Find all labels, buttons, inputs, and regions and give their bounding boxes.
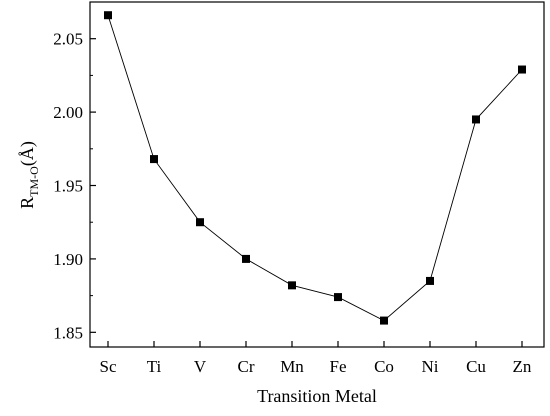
y-axis-title: RTM-O(Å) — [17, 141, 41, 209]
x-tick-label: Sc — [100, 357, 117, 376]
data-point — [472, 115, 480, 124]
x-tick-label: Fe — [330, 357, 347, 376]
data-point — [150, 155, 158, 164]
x-tick-label: Zn — [513, 357, 532, 376]
x-tick-label: Cu — [466, 357, 486, 376]
y-tick-label: 2.00 — [53, 103, 83, 122]
y-axis-title-main: R — [17, 197, 37, 209]
data-point — [104, 11, 112, 20]
data-point — [242, 254, 250, 263]
data-point — [334, 293, 342, 302]
x-tick-label: Ni — [422, 357, 439, 376]
y-tick-label: 2.05 — [53, 30, 83, 49]
data-point — [518, 65, 526, 74]
x-tick-label: Cr — [238, 357, 255, 376]
x-tick-label: Co — [374, 357, 394, 376]
series-line — [107, 15, 523, 322]
x-tick-label: Mn — [280, 357, 304, 376]
y-tick-label: 1.90 — [53, 250, 83, 269]
x-tick-label: V — [194, 357, 207, 376]
data-point — [426, 276, 434, 285]
y-tick-label: 1.95 — [53, 177, 83, 196]
y-axis-title-suffix: (Å) — [17, 141, 38, 166]
x-tick-label: Ti — [147, 357, 162, 376]
y-axis-ticks: 1.85 1.90 1.95 2.00 2.05 — [53, 1, 96, 342]
data-point — [196, 218, 204, 227]
y-axis-title-subscript: TM-O — [27, 166, 41, 197]
data-point — [288, 281, 296, 290]
data-points — [104, 11, 526, 325]
x-axis-ticks: Sc Ti V Cr Mn Fe Co Ni Cu Zn — [100, 341, 532, 376]
y-tick-label: 1.85 — [53, 323, 83, 342]
data-point — [380, 316, 388, 325]
x-axis-title: Transition Metal — [257, 386, 377, 406]
plot-frame — [89, 1, 545, 348]
